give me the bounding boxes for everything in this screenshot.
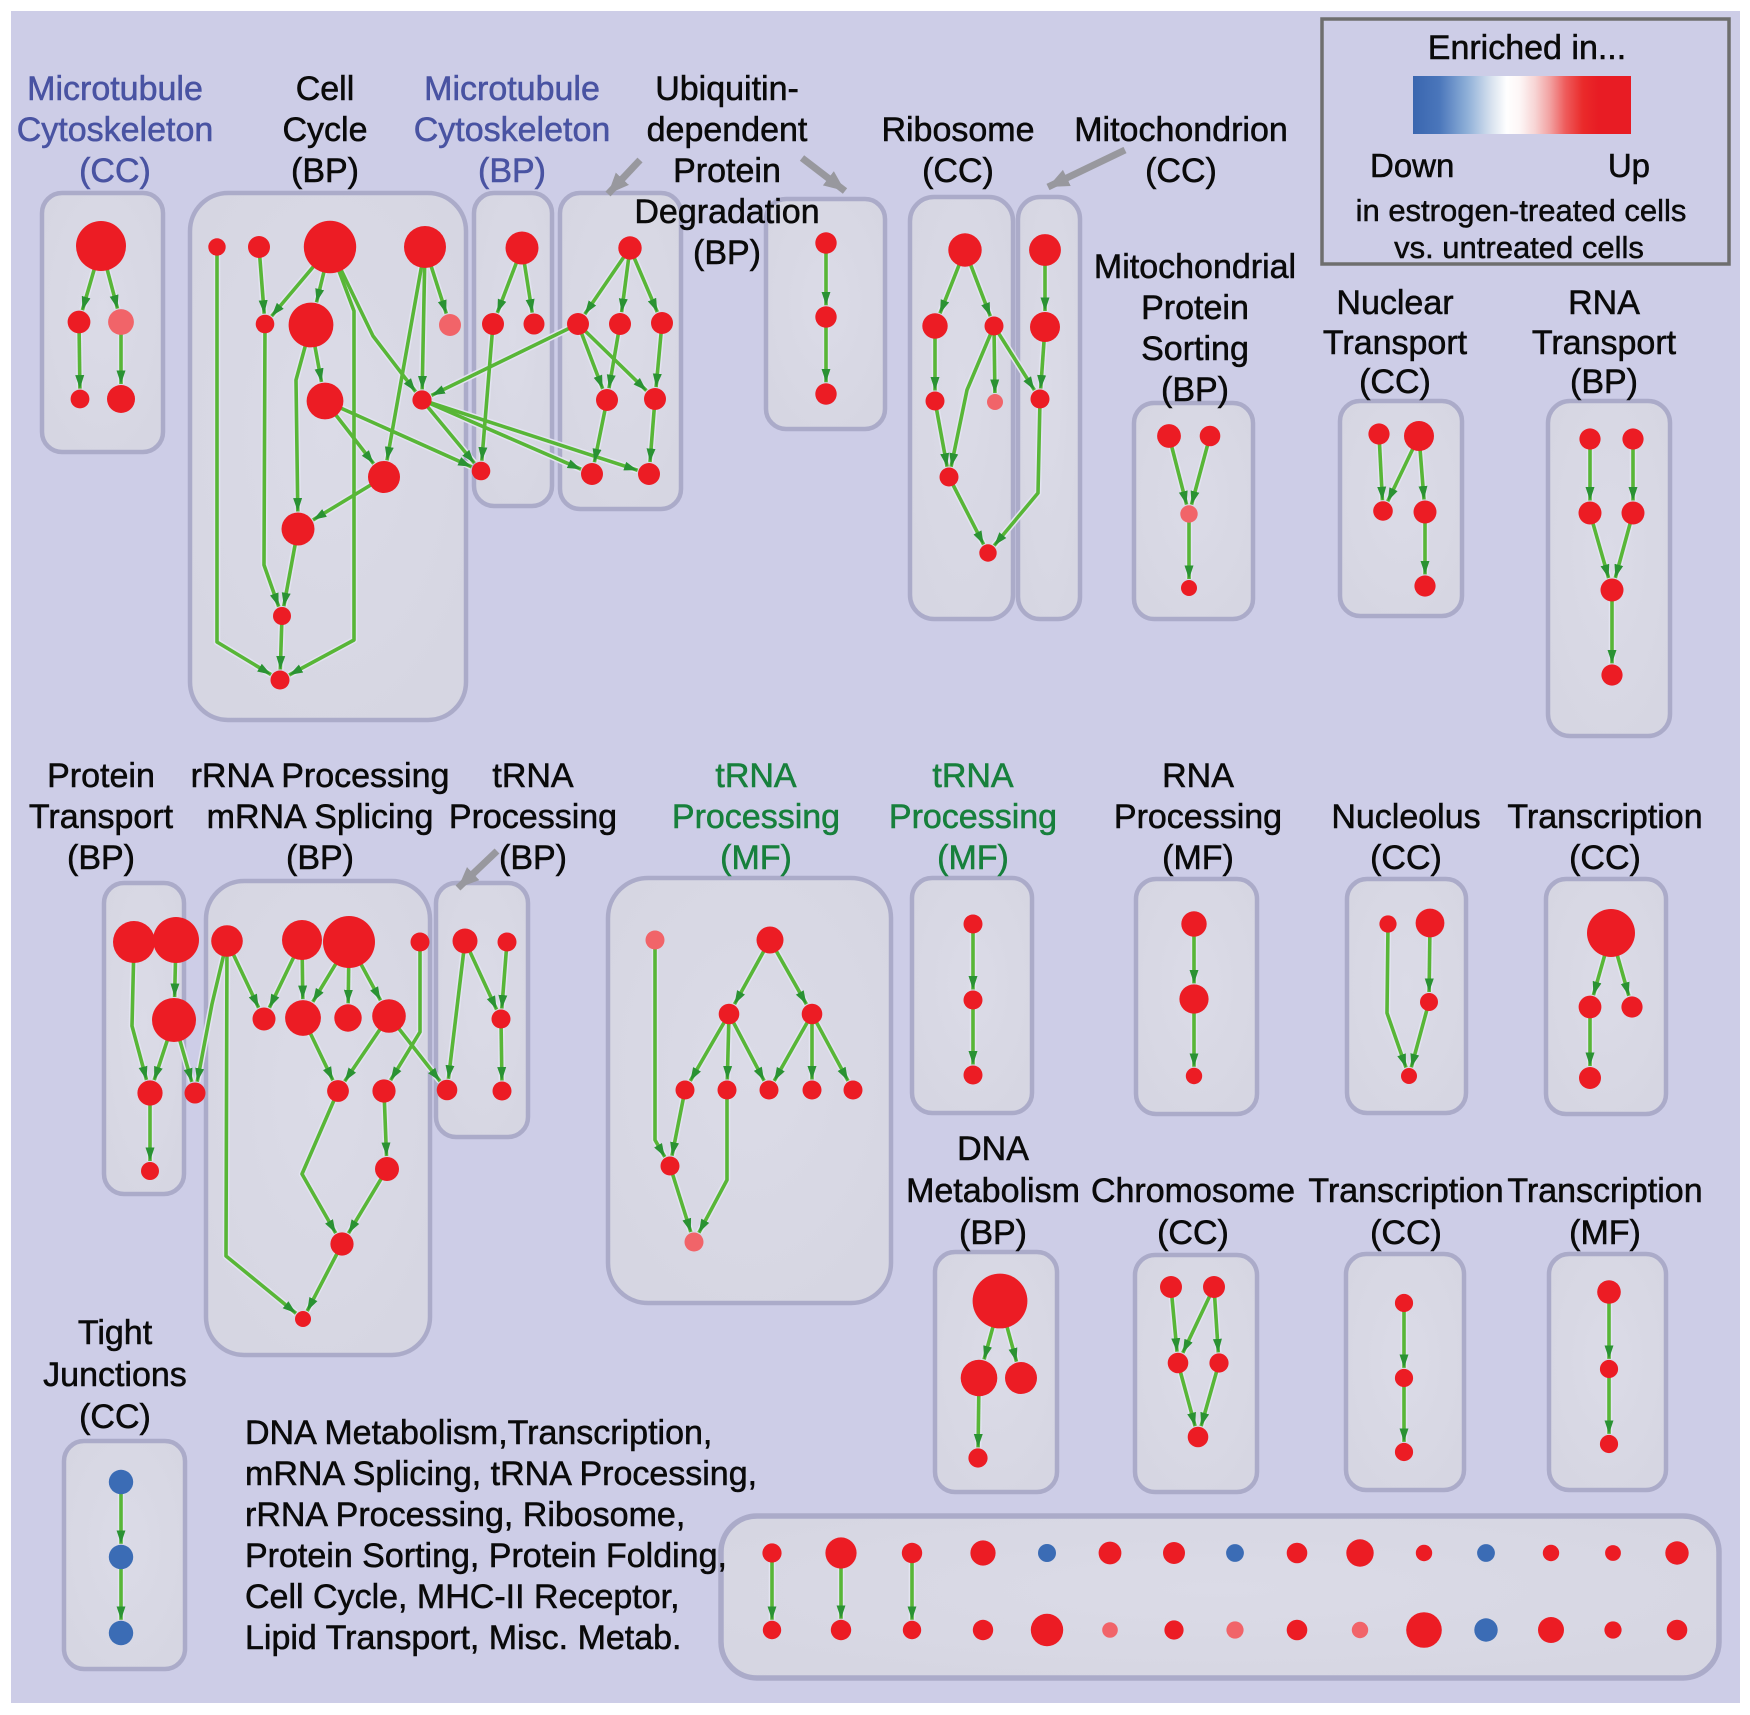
svg-text:(BP): (BP)	[959, 1214, 1027, 1252]
svg-text:(BP): (BP)	[286, 839, 354, 877]
svg-text:Tight: Tight	[78, 1314, 153, 1352]
svg-text:Transport: Transport	[1323, 324, 1468, 362]
svg-text:Junctions: Junctions	[43, 1356, 187, 1394]
svg-text:Cell Cycle, MHC-II Receptor,: Cell Cycle, MHC-II Receptor,	[245, 1578, 680, 1616]
svg-text:Transport: Transport	[29, 798, 174, 836]
svg-text:(CC): (CC)	[1359, 363, 1431, 401]
svg-text:Transport: Transport	[1532, 324, 1677, 362]
svg-text:Cycle: Cycle	[282, 111, 367, 149]
svg-text:Processing: Processing	[449, 798, 617, 836]
svg-text:(BP): (BP)	[693, 234, 761, 272]
svg-text:Ribosome: Ribosome	[881, 111, 1034, 149]
svg-text:Sorting: Sorting	[1141, 330, 1249, 368]
svg-text:tRNA: tRNA	[932, 757, 1014, 795]
svg-text:(CC): (CC)	[79, 1398, 151, 1436]
svg-text:(CC): (CC)	[1370, 1214, 1442, 1252]
svg-text:Cell: Cell	[296, 70, 355, 108]
svg-text:RNA: RNA	[1162, 757, 1234, 795]
svg-text:RNA: RNA	[1568, 284, 1640, 322]
svg-text:rRNA Processing: rRNA Processing	[191, 757, 450, 795]
svg-text:(BP): (BP)	[291, 152, 359, 190]
svg-text:Protein Sorting, Protein Foldi: Protein Sorting, Protein Folding,	[245, 1537, 727, 1575]
svg-text:Cytoskeleton: Cytoskeleton	[17, 111, 214, 149]
svg-text:Microtubule: Microtubule	[424, 70, 600, 108]
svg-text:Down: Down	[1370, 147, 1454, 184]
svg-text:DNA: DNA	[957, 1130, 1029, 1168]
svg-text:(BP): (BP)	[478, 152, 546, 190]
svg-text:Protein: Protein	[1141, 289, 1249, 327]
svg-text:tRNA: tRNA	[492, 757, 574, 795]
svg-text:(CC): (CC)	[1370, 839, 1442, 877]
svg-text:mRNA Splicing, tRNA Processing: mRNA Splicing, tRNA Processing,	[245, 1455, 757, 1493]
svg-text:Chromosome: Chromosome	[1091, 1172, 1295, 1210]
svg-text:tRNA: tRNA	[715, 757, 797, 795]
svg-text:dependent: dependent	[647, 111, 808, 149]
svg-text:(BP): (BP)	[499, 839, 567, 877]
svg-text:(BP): (BP)	[1161, 371, 1229, 409]
svg-text:Lipid Transport, Misc. Metab.: Lipid Transport, Misc. Metab.	[245, 1619, 682, 1657]
svg-text:Ubiquitin-: Ubiquitin-	[655, 70, 799, 108]
svg-text:vs. untreated cells: vs. untreated cells	[1394, 230, 1644, 265]
svg-text:(CC): (CC)	[1145, 152, 1217, 190]
svg-text:Microtubule: Microtubule	[27, 70, 203, 108]
svg-text:Nuclear: Nuclear	[1336, 284, 1453, 322]
svg-text:Up: Up	[1608, 147, 1650, 184]
svg-text:(MF): (MF)	[937, 839, 1009, 877]
svg-text:Processing: Processing	[889, 798, 1057, 836]
svg-text:Processing: Processing	[1114, 798, 1282, 836]
svg-text:mRNA Splicing: mRNA Splicing	[207, 798, 434, 836]
svg-text:Transcription: Transcription	[1507, 798, 1702, 836]
svg-text:Transcription: Transcription	[1507, 1172, 1702, 1210]
svg-text:(CC): (CC)	[1569, 839, 1641, 877]
svg-text:Mitochondrion: Mitochondrion	[1074, 111, 1288, 149]
svg-text:(MF): (MF)	[720, 839, 792, 877]
svg-text:(CC): (CC)	[1157, 1214, 1229, 1252]
svg-text:Processing: Processing	[672, 798, 840, 836]
svg-text:rRNA Processing, Ribosome,: rRNA Processing, Ribosome,	[245, 1496, 685, 1534]
svg-text:(MF): (MF)	[1569, 1214, 1641, 1252]
svg-text:Enriched in...: Enriched in...	[1428, 29, 1626, 67]
svg-text:Protein: Protein	[673, 152, 781, 190]
svg-text:Protein: Protein	[47, 757, 155, 795]
svg-text:Degradation: Degradation	[634, 193, 819, 231]
svg-text:Mitochondrial: Mitochondrial	[1094, 248, 1296, 286]
svg-text:Nucleolus: Nucleolus	[1331, 798, 1480, 836]
svg-text:Transcription: Transcription	[1308, 1172, 1503, 1210]
svg-text:DNA Metabolism,Transcription,: DNA Metabolism,Transcription,	[245, 1414, 712, 1452]
svg-text:(MF): (MF)	[1162, 839, 1234, 877]
svg-text:in estrogen-treated cells: in estrogen-treated cells	[1356, 193, 1687, 228]
svg-text:(CC): (CC)	[922, 152, 994, 190]
svg-text:(BP): (BP)	[67, 839, 135, 877]
svg-text:Cytoskeleton: Cytoskeleton	[414, 111, 611, 149]
svg-text:(BP): (BP)	[1570, 363, 1638, 401]
svg-text:Metabolism: Metabolism	[906, 1172, 1080, 1210]
svg-text:(CC): (CC)	[79, 152, 151, 190]
